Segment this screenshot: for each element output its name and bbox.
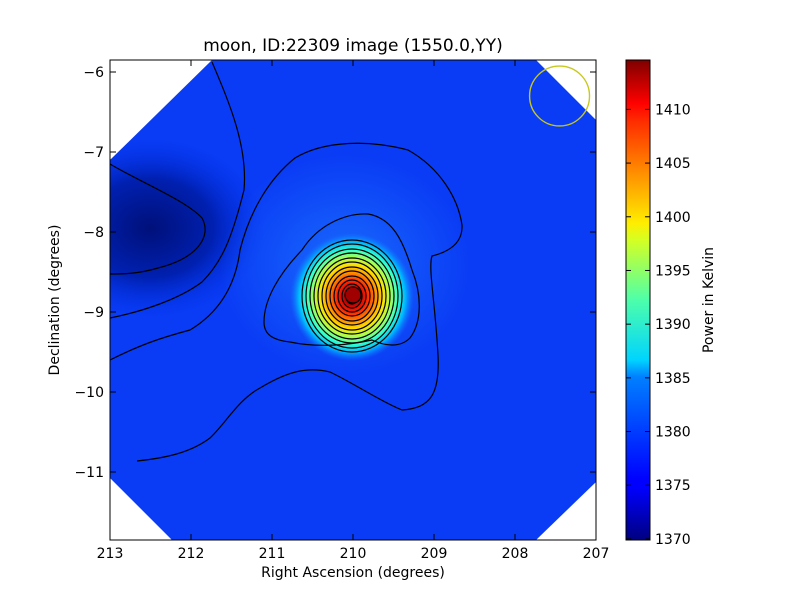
colorbar-tick-label: 1375: [655, 478, 691, 494]
y-tick-label: −6: [83, 65, 104, 81]
contour-cold-outer: [109, 61, 246, 319]
x-tick-label: 213: [97, 546, 124, 562]
colorbar-tick-label: 1405: [655, 156, 691, 172]
chart-title: moon, ID:22309 image (1550.0,YY): [203, 36, 503, 56]
colorbar-ticks: 1370 1375 1380 1385 1390 1395 1400 1405 1410: [626, 102, 691, 548]
colorbar-tick-label: 1410: [655, 102, 691, 118]
colorbar-tick-label: 1385: [655, 371, 691, 387]
y-tick-label: −9: [83, 305, 104, 321]
colorbar-tick-label: 1370: [655, 532, 691, 548]
contour-lines: [109, 61, 463, 462]
colorbar-tick-label: 1395: [655, 263, 691, 279]
x-tick-label: 211: [259, 546, 286, 562]
colorbar-tick-label: 1390: [655, 317, 691, 333]
colorbar-label: Power in Kelvin: [701, 247, 717, 353]
contour-cold-inner: [109, 163, 206, 275]
x-tick-label: 207: [583, 546, 610, 562]
y-tick-label: −11: [74, 465, 104, 481]
x-tick-label: 208: [502, 546, 529, 562]
x-tick-label: 209: [421, 546, 448, 562]
colorbar-tick-label: 1380: [655, 425, 691, 441]
y-axis-label: Declination (degrees): [47, 225, 63, 376]
peak-marker: [344, 286, 362, 304]
y-axis-ticks: −6 −7 −8 −9 −10 −11: [74, 65, 596, 481]
y-tick-label: −7: [83, 145, 104, 161]
y-tick-label: −8: [83, 225, 104, 241]
x-tick-label: 210: [340, 546, 367, 562]
contour-source-base: [263, 213, 420, 346]
beam-marker: [528, 65, 591, 127]
colorbar: [625, 59, 651, 541]
x-axis-label: Right Ascension (degrees): [261, 565, 445, 581]
contour-peak-rings: [301, 239, 403, 353]
colorbar-tick-label: 1400: [655, 210, 691, 226]
cold-region: [110, 138, 265, 318]
x-tick-label: 212: [178, 546, 205, 562]
contour-west-band: [109, 142, 463, 462]
heatmap-image: [110, 60, 596, 540]
x-axis-ticks: 213 212 211 210 209 208 207: [97, 60, 610, 562]
y-tick-label: −10: [74, 385, 104, 401]
